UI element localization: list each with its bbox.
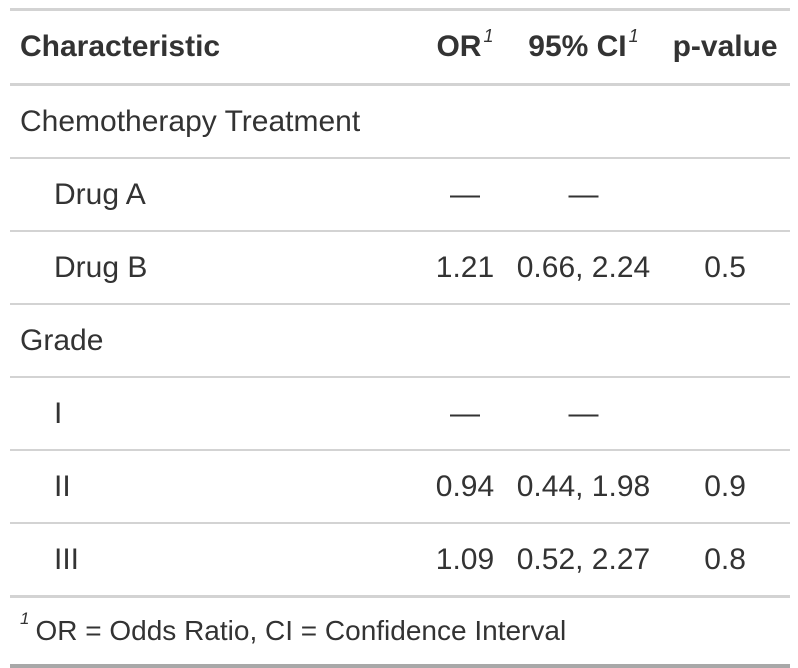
header-characteristic-label: Characteristic <box>20 30 221 63</box>
row-label: Drug B <box>10 231 424 305</box>
row-or: — <box>423 158 507 232</box>
row-label: I <box>10 377 424 451</box>
header-characteristic: Characteristic <box>10 9 424 86</box>
table-row-grade-i: I — — <box>10 377 790 451</box>
row-ci: 0.66, 2.24 <box>506 231 661 305</box>
row-or: — <box>423 377 507 451</box>
row-p: 0.5 <box>660 231 790 305</box>
footnote-mark: 1 <box>20 609 30 628</box>
table-row-grade-ii: II 0.94 0.44, 1.98 0.9 <box>10 450 790 524</box>
table-row-group-chemotherapy: Chemotherapy Treatment <box>10 84 790 159</box>
table-body: Chemotherapy Treatment Drug A — — Drug B… <box>10 84 790 598</box>
table-row-drug-a: Drug A — — <box>10 158 790 232</box>
row-p: 0.9 <box>660 450 790 524</box>
row-label: Grade <box>10 304 424 378</box>
header-row: Characteristic OR 1 95% CI 1 p-value <box>10 9 790 86</box>
header-p-value: p-value <box>660 9 790 86</box>
row-ci: 0.52, 2.27 <box>506 523 661 598</box>
header-ci: 95% CI 1 <box>506 9 661 86</box>
row-or: 1.09 <box>423 523 507 598</box>
header-or: OR 1 <box>423 9 507 86</box>
row-label: Chemotherapy Treatment <box>10 84 424 159</box>
table-row-drug-b: Drug B 1.21 0.66, 2.24 0.5 <box>10 231 790 305</box>
header-or-label: OR <box>436 30 482 63</box>
row-label: Drug A <box>10 158 424 232</box>
header-or-footnote-mark: 1 <box>483 26 494 46</box>
table-row-grade-iii: III 1.09 0.52, 2.27 0.8 <box>10 523 790 598</box>
row-ci <box>506 304 661 378</box>
header-p-label: p-value <box>672 30 778 63</box>
row-p <box>660 304 790 378</box>
header-ci-label: 95% CI <box>528 30 627 63</box>
row-p: 0.8 <box>660 523 790 598</box>
footnote-text: OR = Odds Ratio, CI = Confidence Interva… <box>35 615 567 646</box>
row-label: III <box>10 523 424 598</box>
regression-table-container: Characteristic OR 1 95% CI 1 p-value Chemo… <box>10 8 790 668</box>
row-ci: 0.44, 1.98 <box>506 450 661 524</box>
header-ci-footnote-mark: 1 <box>628 26 639 46</box>
table-row-group-grade: Grade <box>10 304 790 378</box>
row-or <box>423 84 507 159</box>
row-p <box>660 84 790 159</box>
row-p <box>660 158 790 232</box>
row-ci <box>506 84 661 159</box>
row-or <box>423 304 507 378</box>
regression-table: Characteristic OR 1 95% CI 1 p-value Chemo… <box>10 8 790 668</box>
row-or: 0.94 <box>423 450 507 524</box>
table-header: Characteristic OR 1 95% CI 1 p-value <box>10 9 790 86</box>
row-or: 1.21 <box>423 231 507 305</box>
row-p <box>660 377 790 451</box>
row-ci: — <box>506 377 661 451</box>
row-label: II <box>10 450 424 524</box>
row-ci: — <box>506 158 661 232</box>
